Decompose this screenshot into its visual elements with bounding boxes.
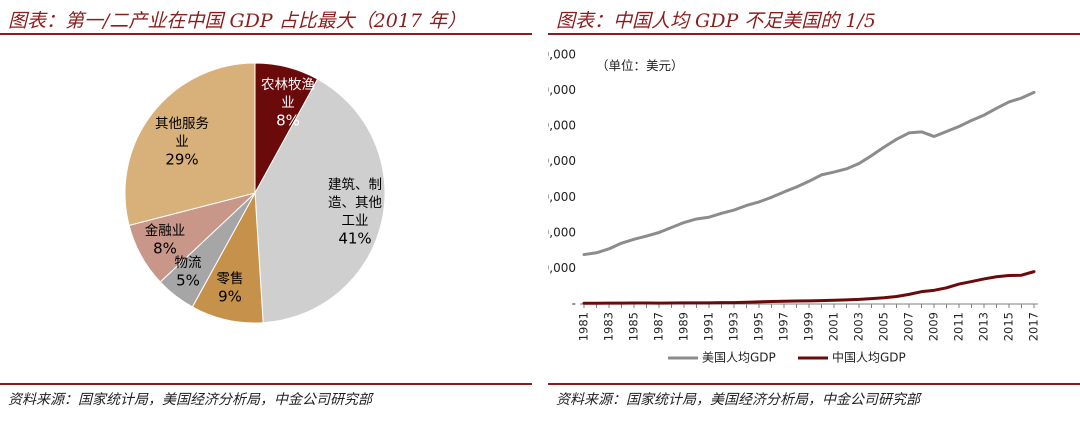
legend-label: 中国人均GDP	[832, 350, 906, 365]
legend-label: 美国人均GDP	[702, 351, 776, 365]
pie-category-label: 物流	[175, 255, 202, 271]
pie-category-label: 业	[175, 134, 189, 150]
pie-value-label: 29%	[165, 151, 198, 169]
series-line	[582, 90, 1036, 257]
x-tick-label: 2009	[927, 312, 941, 341]
pie-category-label: 零售	[217, 271, 244, 287]
right-title-rule	[548, 33, 1080, 35]
unit-annotation: （单位：美元）	[596, 58, 684, 73]
x-tick-label: 2015	[1002, 312, 1016, 341]
pie-value-label: 8%	[153, 240, 177, 258]
x-tick-label: 2017	[1027, 312, 1041, 341]
x-tick-label: 2005	[877, 312, 891, 341]
x-tick-label: 1987	[652, 312, 666, 341]
left-source-rule	[0, 383, 532, 385]
y-tick-label: 20,000	[548, 225, 576, 239]
y-tick-label: 10,000	[548, 261, 576, 275]
x-tick-label: 2001	[827, 312, 841, 341]
pie-value-label: 9%	[218, 288, 242, 306]
pie-category-label: 农林牧渔	[261, 77, 315, 93]
x-tick-label: 2003	[852, 312, 866, 341]
x-tick-label: 2013	[977, 312, 991, 341]
y-tick-label: -	[572, 297, 576, 311]
x-tick-label: 1985	[627, 312, 641, 341]
pie-category-label: 金融业	[145, 223, 186, 239]
y-tick-label: 70,000	[548, 48, 576, 62]
x-tick-label: 1995	[752, 312, 766, 341]
y-tick-label: 60,000	[548, 83, 576, 97]
pie-value-label: 8%	[276, 112, 300, 130]
y-tick-label: 30,000	[548, 190, 576, 204]
x-tick-label: 1997	[777, 312, 791, 341]
left-title-rule	[0, 33, 532, 35]
left-chart-title: 图表：第一/二产业在中国 GDP 占比最大（2017 年）	[8, 10, 467, 32]
pie-slice	[124, 62, 256, 226]
right-panel: 图表：中国人均 GDP 不足美国的 1/5 - 10,000 20,000 30,00…	[548, 0, 1080, 424]
right-source-rule	[548, 383, 1080, 385]
x-tick-label: 2011	[952, 312, 966, 341]
x-tick-label: 1993	[727, 312, 741, 341]
x-tick-label: 1989	[677, 312, 691, 341]
pie-category-label: 建筑、制	[328, 177, 382, 193]
series-line	[582, 270, 1036, 305]
right-chart-title: 图表：中国人均 GDP 不足美国的 1/5	[556, 10, 876, 32]
pie-category-label: 造、其他	[328, 195, 382, 211]
x-tick-label: 1999	[802, 312, 816, 341]
pie-value-label: 41%	[338, 230, 371, 248]
left-panel: 图表：第一/二产业在中国 GDP 占比最大（2017 年） 农林牧渔业 8% 建筑、…	[0, 0, 532, 424]
x-tick-label: 1991	[702, 312, 716, 341]
pie-category-label: 其他服务	[155, 116, 209, 132]
pie-category-label: 业	[281, 95, 295, 111]
right-source-note: 资料来源：国家统计局，美国经济分析局，中金公司研究部	[556, 392, 920, 408]
x-tick-label: 1981	[577, 312, 591, 341]
pie-value-label: 5%	[176, 272, 200, 290]
line-chart: - 10,000 20,000 30,000 40,000 50,000 60,000 70,…	[548, 48, 1041, 365]
pie-chart: 农林牧渔业8%建筑、制造、其他工业41%零售9%物流5%金融业8%其他服务业29…	[124, 62, 386, 324]
x-tick-label: 1983	[602, 312, 616, 341]
left-source-note: 资料来源：国家统计局，美国经济分析局，中金公司研究部	[8, 392, 372, 408]
x-tick-label: 2007	[902, 312, 916, 341]
pie-category-label: 工业	[342, 213, 369, 229]
pie-slice	[254, 78, 386, 324]
y-tick-label: 50,000	[548, 119, 576, 133]
y-tick-label: 40,000	[548, 154, 576, 168]
